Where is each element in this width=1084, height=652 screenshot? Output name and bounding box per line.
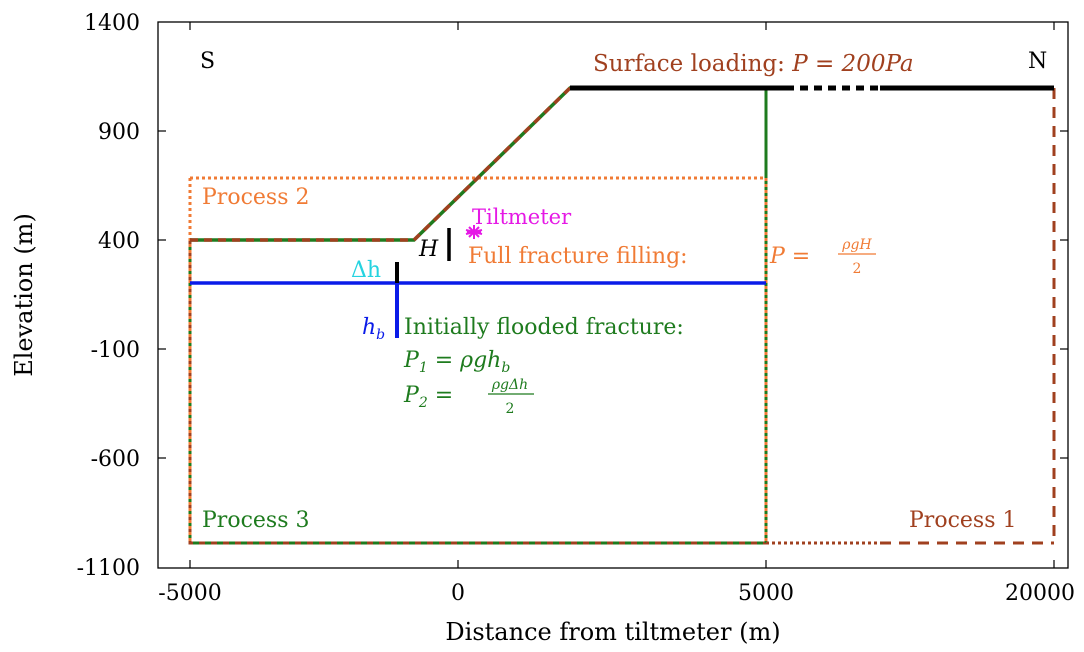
y-tick-400: 400 (98, 229, 140, 254)
label-north: N (1028, 49, 1047, 74)
formula-p-den: 2 (853, 261, 862, 277)
y-tick-neg100: -100 (91, 338, 140, 363)
x-axis-label: Distance from tiltmeter (m) (445, 618, 780, 646)
axis-ticks (158, 22, 1068, 568)
label-process2: Process 2 (202, 185, 309, 210)
label-process1: Process 1 (909, 508, 1016, 533)
formula-p2-den: 2 (506, 401, 515, 417)
y-axis-label: Elevation (m) (10, 213, 38, 377)
topography-brown (190, 86, 572, 242)
plot-frame (157, 21, 1069, 569)
y-tick-neg1100: -1100 (77, 556, 140, 581)
x-tick-20000: 20000 (1005, 581, 1075, 606)
label-delta-h: Δh (351, 258, 381, 283)
formula-full-filling: P = ρgH 2 (769, 237, 876, 277)
x-tick-neg5000: -5000 (158, 581, 221, 606)
label-hb: hb (362, 315, 385, 343)
label-tiltmeter: Tiltmeter (472, 205, 572, 229)
y-tick-labels: 1400 900 400 -100 -600 -1100 (77, 11, 140, 581)
y-tick-1400: 1400 (84, 11, 140, 36)
label-full-fracture-filling: Full fracture filling: (468, 244, 688, 269)
tiltmeter-marker (465, 225, 483, 239)
formula-p2: P2 = ρgΔh 2 (403, 377, 534, 417)
formula-p-left: P = (769, 244, 810, 269)
process3-boundary (188, 240, 766, 545)
label-surface-loading: Surface loading: P = 200Pa (593, 51, 914, 77)
y-tick-neg600: -600 (91, 447, 140, 472)
process1-boundary-left (188, 240, 766, 545)
x-tick-labels: -5000 0 5000 20000 (158, 581, 1075, 606)
y-tick-900: 900 (98, 120, 140, 145)
label-south: S (200, 49, 215, 74)
x-tick-0: 0 (451, 581, 465, 606)
formula-p2-num: ρgΔh (491, 377, 528, 393)
svg-text:P2 =: P2 = (403, 383, 453, 411)
x-tick-5000: 5000 (738, 581, 794, 606)
label-H: H (418, 237, 439, 262)
label-process3: Process 3 (202, 508, 309, 533)
label-initially-flooded: Initially flooded fracture: (404, 315, 684, 340)
formula-p1: P1 = ρghb (403, 348, 510, 376)
formula-p-num: ρgH (841, 237, 872, 253)
